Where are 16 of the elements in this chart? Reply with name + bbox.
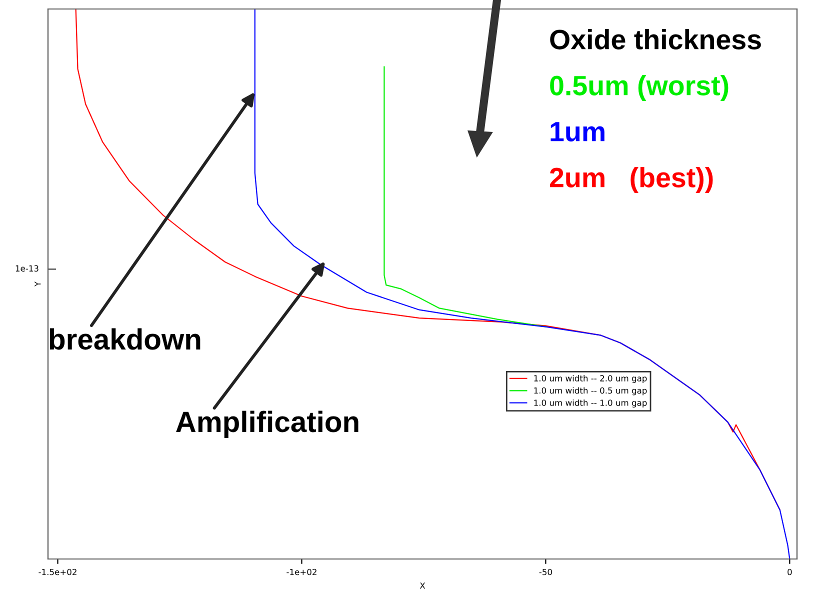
annotation: Amplification xyxy=(176,410,358,438)
x-tick-label: -1.5e+02 xyxy=(38,568,76,576)
annotation: breakdown xyxy=(50,328,200,350)
legend-label: 1.0 um width -- 1.0 um gap xyxy=(534,399,647,408)
annotation: 2um (best)) xyxy=(550,167,713,193)
legend-label: 1.0 um width -- 2.0 um gap xyxy=(534,374,647,384)
legend-label: 1.0 um width -- 0.5 um gap xyxy=(534,387,647,396)
annotation: Oxide thickness xyxy=(550,29,761,50)
x-axis-title: X xyxy=(420,582,426,589)
text: 1e-13 xyxy=(16,265,38,272)
annotation: 1um xyxy=(550,122,604,142)
x-tick-label: 0 xyxy=(788,568,792,576)
annotation: 0.5um (worst) xyxy=(550,75,728,101)
x-tick-label: -50 xyxy=(539,568,552,576)
x-tick-label: -1e+02 xyxy=(286,568,316,576)
y-axis-title: Y xyxy=(34,281,41,287)
